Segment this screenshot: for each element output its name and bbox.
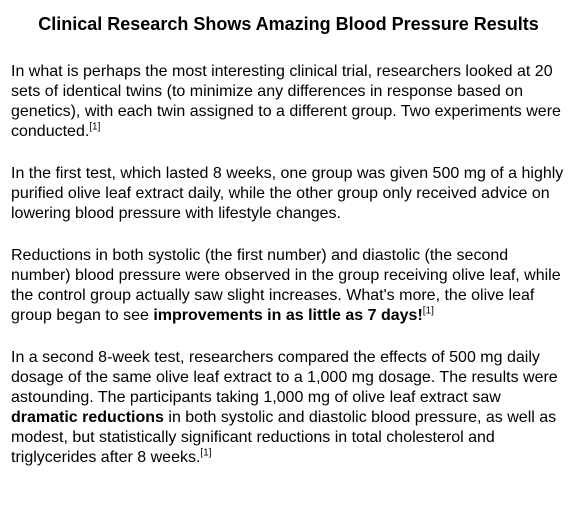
article-body: In what is perhaps the most interesting …: [11, 62, 567, 468]
citation: [1]: [89, 121, 101, 133]
text: In the first test, which lasted 8 weeks,…: [11, 165, 564, 222]
title: Clinical Research Shows Amazing Blood Pr…: [38, 14, 539, 34]
paragraph: In the first test, which lasted 8 weeks,…: [11, 164, 567, 224]
bold-text: dramatic reductions: [11, 409, 164, 426]
citation: [1]: [200, 447, 212, 459]
text: In a second 8-week test, researchers com…: [11, 349, 558, 406]
bold-text: improvements in as little as 7 days!: [153, 307, 423, 324]
text: In what is perhaps the most interesting …: [11, 63, 561, 140]
citation: [1]: [422, 305, 434, 317]
paragraph: In what is perhaps the most interesting …: [11, 62, 567, 142]
text: Reductions in both systolic (the first n…: [11, 247, 561, 324]
text: in both systolic and diastolic blood pre…: [11, 409, 557, 466]
document: Clinical Research Shows Amazing Blood Pr…: [0, 12, 577, 505]
paragraph: Reductions in both systolic (the first n…: [11, 246, 567, 326]
paragraph: In a second 8-week test, researchers com…: [11, 348, 567, 468]
